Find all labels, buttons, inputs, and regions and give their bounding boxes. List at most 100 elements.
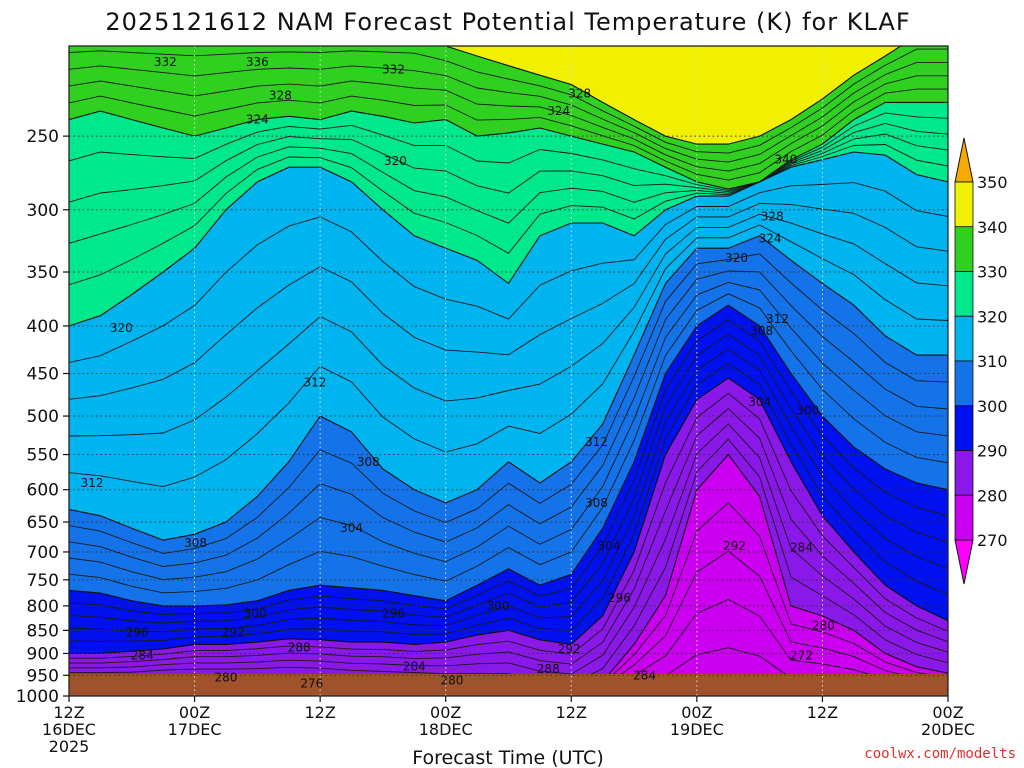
contour-line [69, 213, 948, 437]
contour-line-300 [69, 304, 948, 607]
y-tick-label: 900 [27, 644, 59, 664]
contour-line [69, 319, 948, 615]
contour-label: 332 [382, 63, 405, 77]
contour-line [69, 438, 948, 685]
y-axis-ticks: 250 300 350 400 450 500 550 600 650 700 750 800 850 9… [16, 127, 69, 707]
x-tick-label: 00Z [932, 703, 963, 722]
contour-line-320 [69, 151, 948, 327]
contour-label: 288 [537, 662, 560, 676]
y-tick-label: 500 [27, 407, 59, 427]
x-tick-label: 00Z [179, 703, 210, 722]
colorbar-tick-label: 270 [977, 531, 1008, 550]
x-axis-label: Forecast Time (UTC) [412, 747, 603, 768]
contour-line [69, 61, 948, 163]
colorbar: 350 340 330 320 310 300 290 280 270 [954, 137, 1008, 585]
y-tick-label: 800 [27, 597, 59, 617]
colorbar-tick-label: 330 [977, 263, 1008, 282]
contour-label: 296 [382, 606, 405, 620]
contour-label: 328 [761, 209, 784, 223]
contour-label: 280 [441, 673, 464, 687]
x-tick-label: 20DEC [921, 720, 975, 739]
contour-line [69, 112, 948, 191]
y-tick-label: 950 [27, 666, 59, 686]
x-tick-label: 12Z [807, 703, 838, 722]
contour-label: 300 [244, 606, 267, 620]
colorbar-segment [954, 315, 974, 362]
x-tick-label: 19DEC [670, 720, 724, 739]
contour-label: 300 [487, 599, 510, 613]
contour-line [69, 182, 948, 364]
x-tick-label: 2025 [49, 737, 90, 756]
colorbar-segment [954, 450, 974, 496]
contour-label: 336 [246, 55, 269, 69]
contour-label: 320 [725, 251, 748, 265]
y-tick-label: 1000 [16, 687, 59, 707]
contour-label: 308 [585, 496, 608, 510]
x-tick-label: 12Z [304, 703, 335, 722]
contour-line [69, 407, 948, 665]
contour-label: 324 [759, 231, 782, 245]
colorbar-segment [954, 181, 974, 228]
colorbar-segment [954, 405, 974, 451]
contour-line [69, 362, 948, 642]
chart-title: 2025121612 NAM Forecast Potential Temper… [105, 8, 910, 36]
contour-line [69, 253, 948, 554]
contour-label: 308 [750, 324, 773, 338]
contour-line [69, 48, 948, 154]
contour-label: 312 [303, 375, 326, 389]
colorbar-bottom-arrow [954, 539, 974, 585]
contour-line-290 [69, 377, 948, 654]
contour-label: 312 [585, 435, 608, 449]
contour-label: 300 [796, 403, 819, 417]
contour-label: 272 [790, 649, 813, 663]
contour-line [69, 75, 948, 172]
colorbar-segment [954, 271, 974, 317]
contour-label: 288 [288, 641, 311, 655]
contour-line [69, 88, 948, 181]
y-tick-label: 600 [27, 481, 59, 501]
colorbar-segment [954, 360, 974, 407]
layer-above-340 [69, 46, 948, 145]
contour-line-330 [69, 101, 948, 190]
y-tick-label: 750 [27, 571, 59, 591]
contour-label: 320 [110, 321, 133, 335]
contour-line [69, 144, 948, 286]
contour-label: 328 [269, 88, 292, 102]
x-tick-label: 16DEC [42, 720, 96, 739]
plot-frame [68, 45, 949, 697]
contour-line [69, 333, 948, 624]
colorbar-tick-label: 290 [977, 442, 1008, 461]
contour-label: 292 [558, 642, 581, 656]
contour-line [69, 281, 948, 581]
y-tick-label: 550 [27, 446, 59, 466]
x-tick-label: 00Z [681, 703, 712, 722]
contour-label: 308 [184, 536, 207, 550]
colorbar-segment [954, 226, 974, 272]
contour-line [69, 123, 948, 203]
credit-link[interactable]: coolwx.com/modelts [864, 746, 1016, 762]
contour-line [69, 392, 948, 659]
y-tick-label: 700 [27, 543, 59, 563]
x-tick-label: 12Z [53, 703, 84, 722]
contour-label: 304 [340, 521, 363, 535]
contour-label: 312 [81, 476, 104, 490]
y-tick-label: 400 [27, 317, 59, 337]
ground-surface [69, 674, 948, 696]
contour-line-310 [69, 235, 948, 541]
contour-label: 280 [215, 670, 238, 684]
contour-label: 284 [403, 660, 426, 674]
contour-label: 284 [790, 540, 813, 554]
contour-line-340 [443, 46, 902, 145]
x-tick-label: 00Z [430, 703, 461, 722]
contour-line [69, 348, 948, 633]
contour-label: 292 [222, 626, 245, 640]
x-tick-label: 12Z [556, 703, 587, 722]
y-tick-label: 850 [27, 621, 59, 641]
contour-line [69, 270, 948, 567]
colorbar-tick-label: 340 [977, 218, 1008, 237]
contour-label: 332 [154, 55, 177, 69]
contour-label: 292 [723, 539, 746, 553]
